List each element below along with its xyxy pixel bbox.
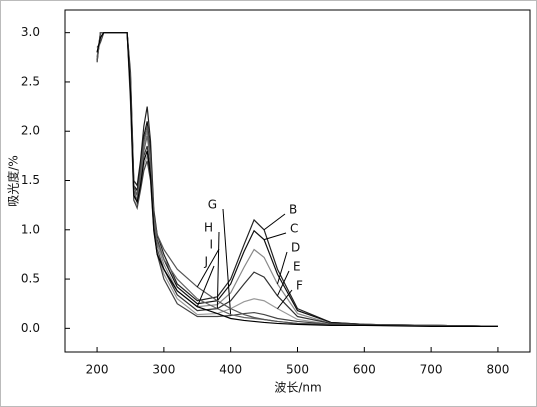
leader-line — [196, 265, 215, 307]
leader-line — [277, 289, 293, 309]
curve-label: C — [290, 222, 298, 236]
y-tick-label: 3.0 — [21, 25, 40, 39]
curve-label: H — [204, 221, 213, 235]
curve-label: I — [209, 238, 213, 252]
x-axis-label: 波长/nm — [274, 381, 321, 395]
y-tick-label: 0.5 — [21, 272, 40, 286]
y-tick-label: 0.0 — [21, 321, 40, 335]
leader-line — [196, 248, 220, 288]
y-axis-label: 吸光度/% — [6, 155, 21, 206]
curve-label: J — [203, 255, 208, 269]
x-tick-label: 500 — [286, 363, 309, 377]
curve-label: D — [291, 241, 300, 255]
x-tick-label: 300 — [152, 363, 175, 377]
curve-label: G — [208, 198, 217, 212]
leader-line — [277, 270, 290, 297]
x-tick-label: 200 — [86, 363, 109, 377]
x-tick-label: 400 — [219, 363, 242, 377]
y-tick-label: 1.5 — [21, 173, 40, 187]
leader-line — [222, 208, 232, 316]
y-tick-label: 1.0 — [21, 222, 40, 236]
x-tick-label: 700 — [420, 363, 443, 377]
leader-line — [263, 232, 287, 241]
y-tick-label: 2.5 — [21, 74, 40, 88]
curve-label: B — [289, 203, 297, 217]
series-line — [96, 32, 498, 327]
leader-line — [263, 213, 286, 231]
leader-line — [276, 251, 288, 285]
leader-line — [216, 231, 220, 309]
curve-label: E — [293, 260, 301, 274]
x-tick-label: 600 — [353, 363, 376, 377]
y-tick-label: 2.0 — [21, 124, 40, 138]
x-tick-label: 800 — [486, 363, 509, 377]
curve-label: F — [296, 279, 303, 293]
